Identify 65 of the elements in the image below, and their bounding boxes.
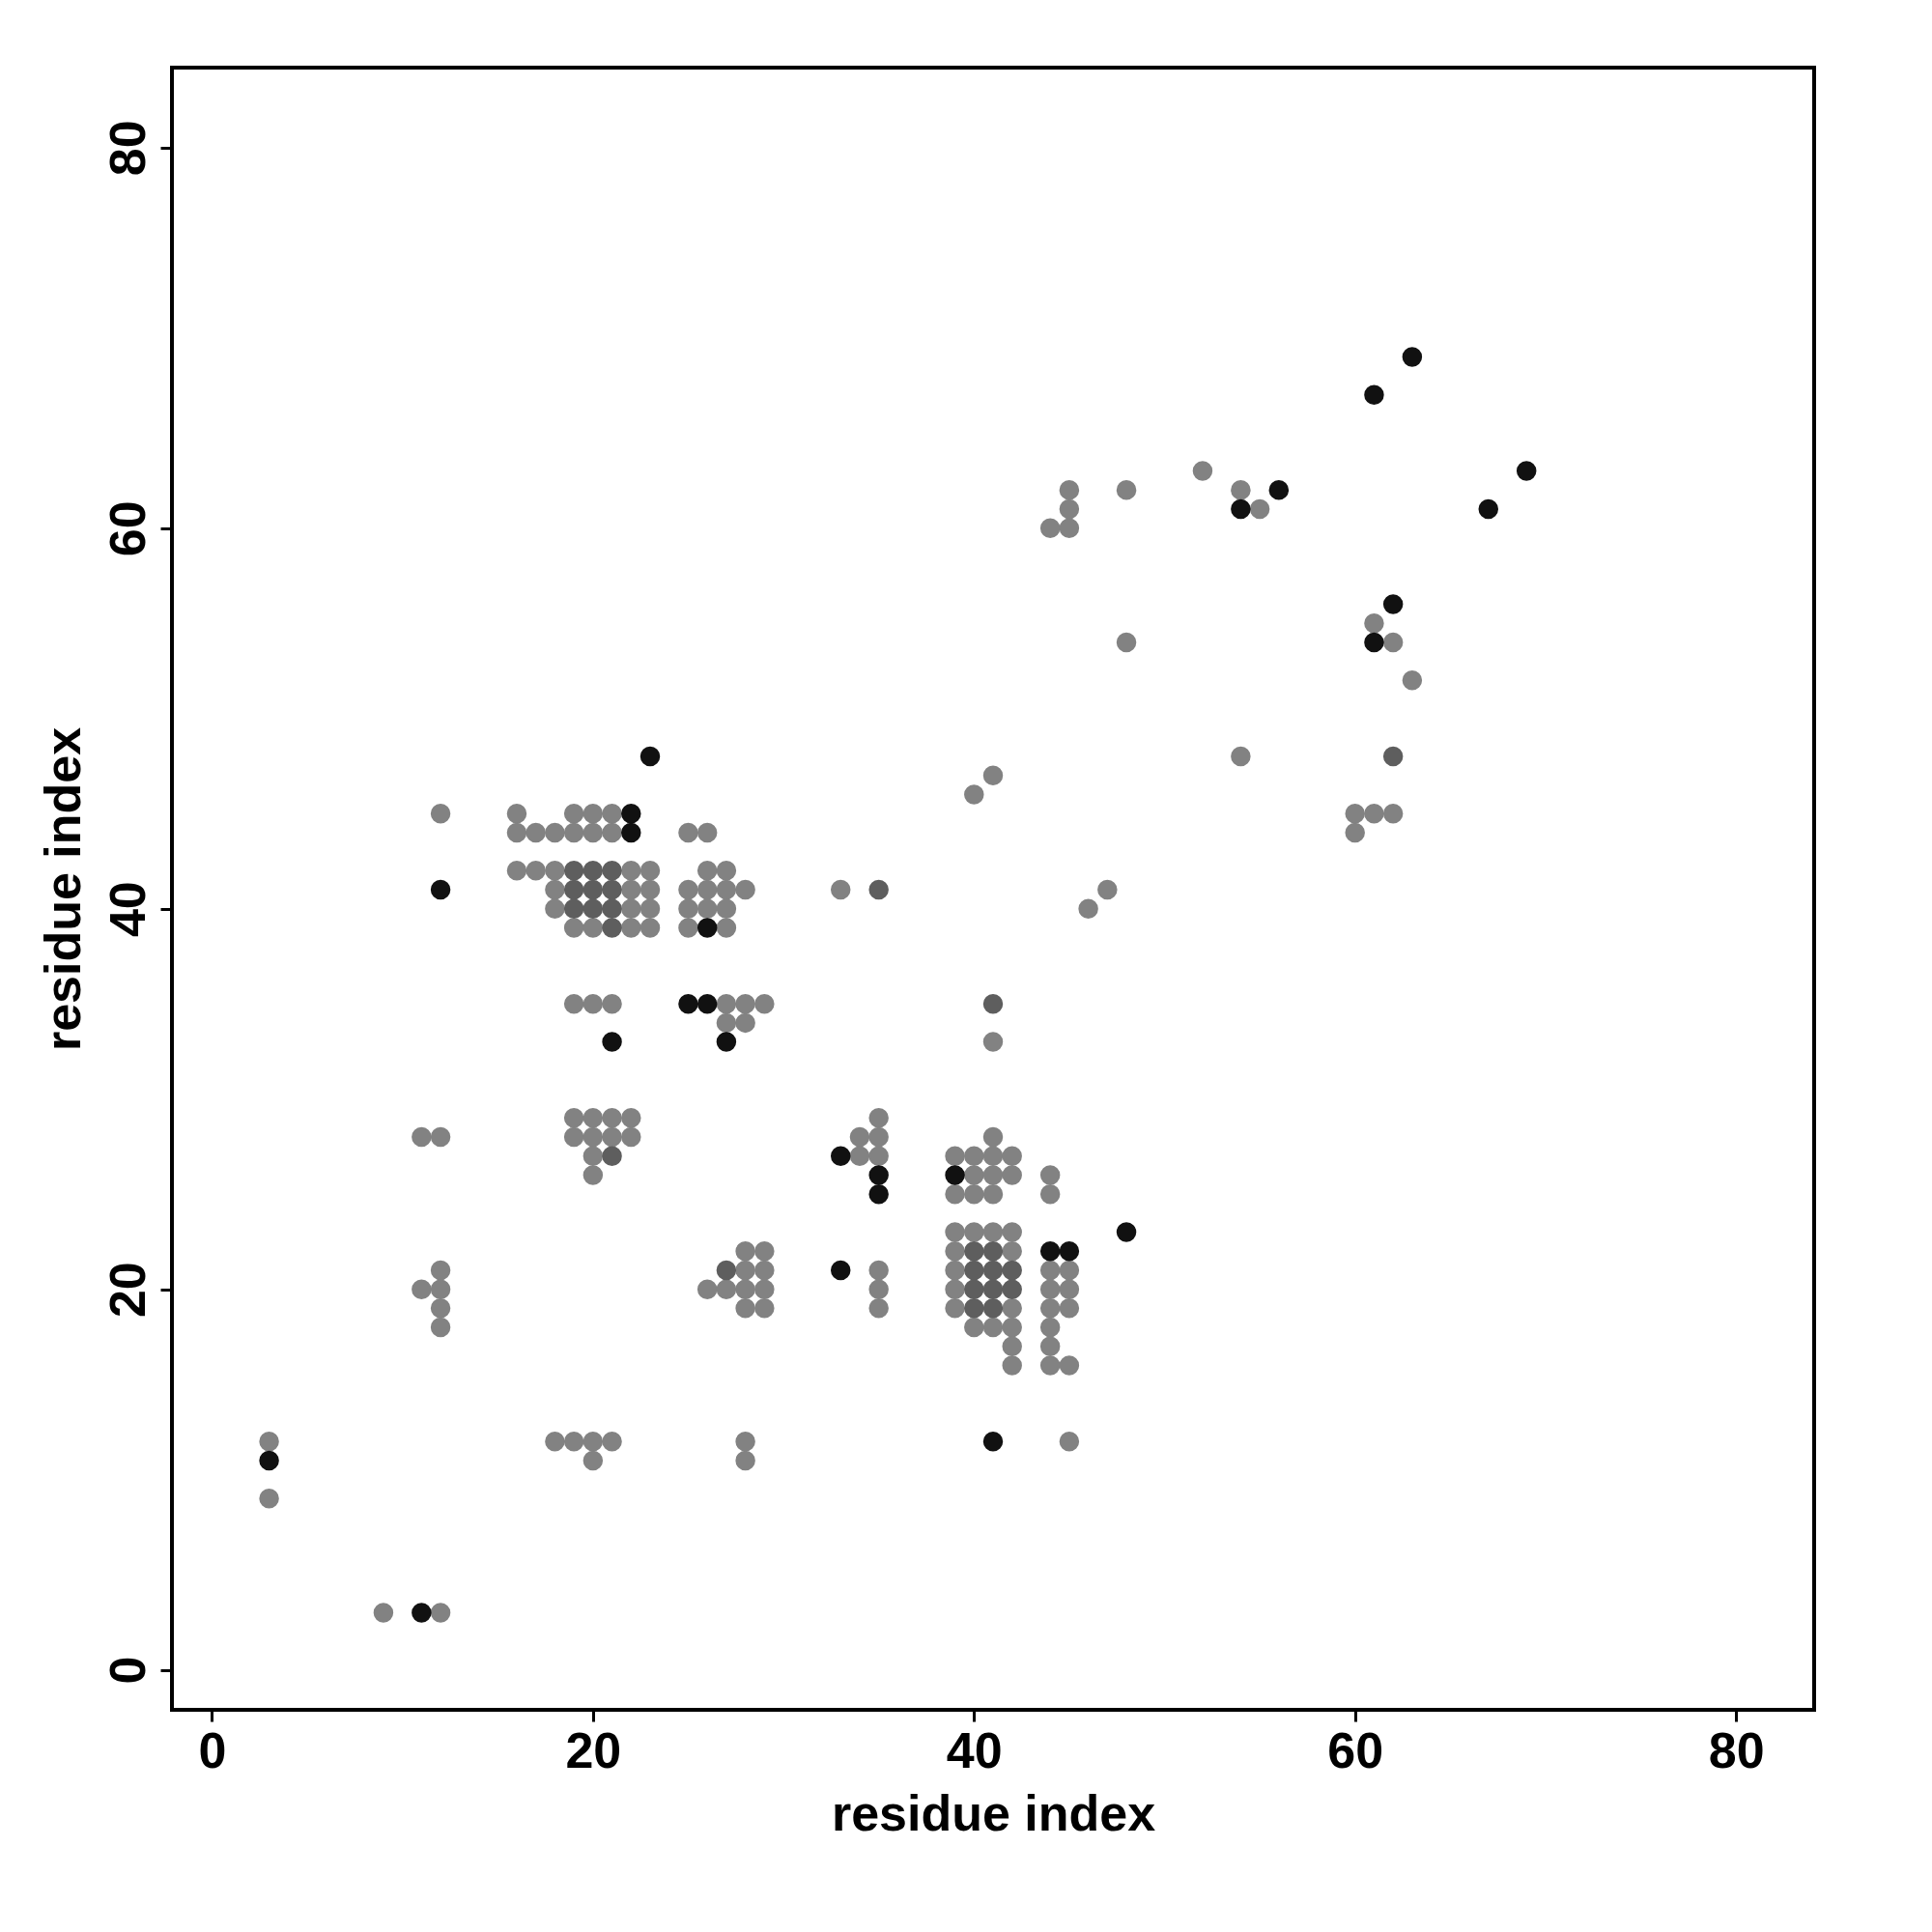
point [621, 803, 641, 824]
point [868, 1165, 889, 1185]
point [1116, 1222, 1137, 1242]
point [602, 898, 622, 919]
point [678, 993, 698, 1014]
y-tick-label: 80 [99, 120, 156, 177]
point [1039, 1241, 1061, 1262]
x-tick-label: 80 [1708, 1721, 1765, 1778]
point [868, 1183, 889, 1205]
point [982, 993, 1004, 1014]
y-tick-label: 40 [99, 881, 156, 938]
point [982, 1260, 1004, 1281]
point [1231, 498, 1251, 520]
x-tick-label: 60 [1327, 1721, 1384, 1778]
point [1364, 384, 1384, 406]
point [868, 879, 889, 900]
point [1478, 498, 1499, 520]
point [964, 1260, 984, 1281]
point [716, 1260, 737, 1281]
point [430, 879, 451, 900]
point [716, 1032, 737, 1052]
x-tick-label: 0 [198, 1721, 227, 1778]
point [621, 822, 641, 843]
point [563, 879, 584, 900]
x-tick-label: 20 [565, 1721, 622, 1778]
point [602, 918, 622, 938]
point [696, 918, 718, 938]
point [982, 1279, 1004, 1299]
y-tick-label: 0 [99, 1656, 156, 1685]
point [563, 861, 584, 881]
point [602, 861, 622, 881]
point [259, 1450, 279, 1471]
y-tick-label: 60 [99, 500, 156, 557]
point [1402, 347, 1423, 367]
point [1002, 1260, 1022, 1281]
point [964, 1279, 984, 1299]
x-tick-label: 40 [946, 1721, 1003, 1778]
point [982, 1298, 1004, 1319]
point [964, 1241, 984, 1262]
point [582, 898, 604, 919]
point [982, 1241, 1004, 1262]
point [602, 1146, 622, 1166]
point [696, 993, 718, 1014]
y-tick-label: 20 [99, 1262, 156, 1319]
x-axis-title: residue index [831, 1784, 1156, 1841]
point [830, 1260, 851, 1281]
point [964, 1298, 984, 1319]
point [602, 879, 622, 900]
point [830, 1146, 851, 1166]
point [945, 1165, 965, 1185]
point [582, 879, 604, 900]
point [1382, 594, 1404, 614]
point [412, 1603, 432, 1623]
point [582, 861, 604, 881]
point [1002, 1279, 1022, 1299]
point [1059, 1241, 1080, 1262]
point [982, 1432, 1004, 1452]
point [1364, 632, 1384, 653]
point [1268, 480, 1290, 500]
point [602, 1032, 622, 1052]
point [1516, 461, 1537, 481]
point [639, 746, 661, 767]
y-axis-title: residue index [34, 726, 91, 1052]
point [1382, 746, 1404, 767]
point [563, 898, 584, 919]
